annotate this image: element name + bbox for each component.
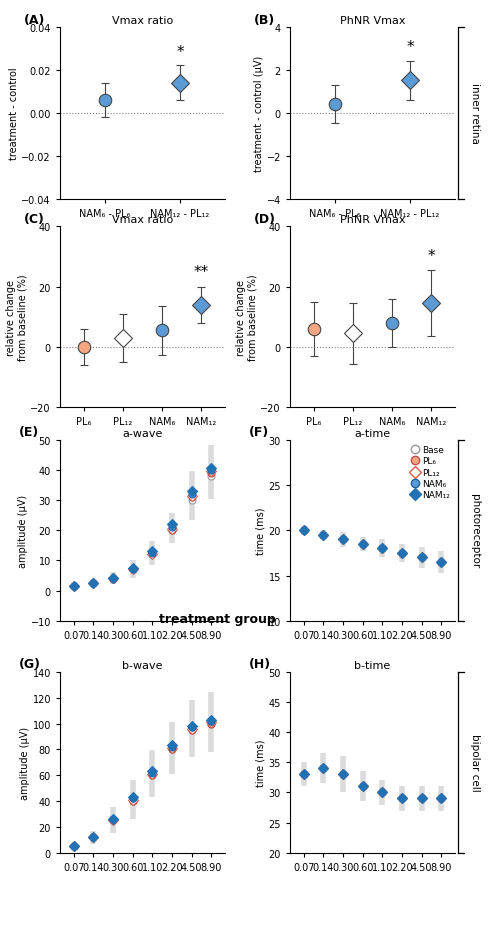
Title: PhNR Vmax: PhNR Vmax bbox=[340, 16, 405, 26]
Text: (H): (H) bbox=[249, 657, 271, 670]
Y-axis label: relative change
from baseline (%): relative change from baseline (%) bbox=[6, 274, 28, 361]
Text: bipolar cell: bipolar cell bbox=[470, 733, 480, 792]
Title: a-time: a-time bbox=[354, 428, 390, 438]
Y-axis label: amplitude (µV): amplitude (µV) bbox=[18, 494, 28, 567]
Text: **: ** bbox=[194, 265, 209, 280]
Text: (E): (E) bbox=[19, 425, 39, 438]
Text: photoreceptor: photoreceptor bbox=[470, 493, 480, 568]
Title: a-wave: a-wave bbox=[122, 428, 162, 438]
Y-axis label: relative change
from baseline (%): relative change from baseline (%) bbox=[236, 274, 258, 361]
Y-axis label: time (ms): time (ms) bbox=[256, 739, 266, 786]
Text: (F): (F) bbox=[249, 425, 269, 438]
Title: Vmax ratio: Vmax ratio bbox=[112, 16, 173, 26]
Text: (A): (A) bbox=[24, 14, 45, 27]
Y-axis label: treatment - control (µV): treatment - control (µV) bbox=[254, 56, 264, 171]
Legend: Base, PL₆, PL₁₂, NAM₆, NAM₁₂: Base, PL₆, PL₁₂, NAM₆, NAM₁₂ bbox=[411, 445, 451, 501]
Title: b-time: b-time bbox=[354, 660, 390, 670]
Text: *: * bbox=[176, 44, 184, 59]
Text: inner retina: inner retina bbox=[470, 83, 480, 144]
Title: Vmax ratio: Vmax ratio bbox=[112, 215, 173, 225]
Y-axis label: treatment - control: treatment - control bbox=[8, 68, 18, 159]
Text: treatment group: treatment group bbox=[159, 613, 276, 626]
Text: (B): (B) bbox=[254, 14, 275, 27]
Text: (C): (C) bbox=[24, 212, 44, 225]
Title: b-wave: b-wave bbox=[122, 660, 163, 670]
Y-axis label: time (ms): time (ms) bbox=[256, 507, 266, 554]
Text: *: * bbox=[406, 40, 414, 56]
Y-axis label: amplitude (µV): amplitude (µV) bbox=[20, 726, 30, 799]
Text: *: * bbox=[428, 248, 435, 263]
Text: (D): (D) bbox=[254, 212, 276, 225]
Text: (G): (G) bbox=[19, 657, 41, 670]
Title: PhNR Vmax: PhNR Vmax bbox=[340, 215, 405, 225]
